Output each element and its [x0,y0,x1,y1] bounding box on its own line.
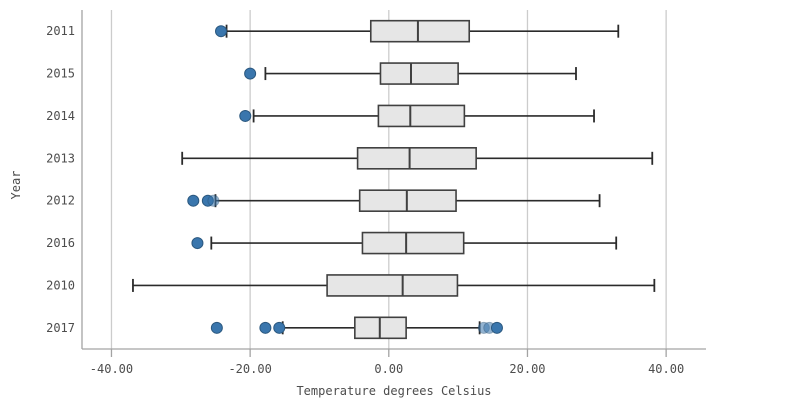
x-tick-label: 40.00 [648,362,684,376]
outlier-point-2017[interactable] [210,321,223,334]
box-2015[interactable] [379,62,459,85]
y-tick-label-2014: 2014 [46,109,75,123]
outlier-point-2017[interactable] [490,321,503,334]
x-tick-label: -40.00 [90,362,133,376]
x-tick-label: 20.00 [509,362,545,376]
x-tick-label: 0.00 [374,362,403,376]
y-tick-label-2011: 2011 [46,24,75,38]
box-2010[interactable] [326,274,459,297]
y-tick-label-2015: 2015 [46,67,75,81]
outlier-point-2012[interactable] [187,194,200,207]
outlier-point-2014[interactable] [239,109,252,122]
y-tick-label-2016: 2016 [46,236,75,250]
outlier-point-2015[interactable] [244,67,257,80]
y-tick-label-2012: 2012 [46,194,75,208]
y-tick-label-2010: 2010 [46,278,75,292]
outlier-point-2017[interactable] [259,321,272,334]
x-tick-label: -20.00 [228,362,271,376]
box-2013[interactable] [356,147,477,170]
outlier-point-2011[interactable] [215,25,228,38]
box-2016[interactable] [361,231,465,255]
y-axis-title: Year [9,170,23,200]
box-2011[interactable] [369,19,471,43]
outlier-point-2012[interactable] [207,194,220,207]
outlier-point-2017[interactable] [273,321,286,334]
outlier-point-2016[interactable] [191,237,204,250]
y-tick-label-2017: 2017 [46,321,75,335]
box-2014[interactable] [377,104,466,128]
y-tick-label-2013: 2013 [46,151,75,165]
box-2012[interactable] [358,189,457,212]
x-axis-title: Temperature degrees Celsius [296,384,492,398]
